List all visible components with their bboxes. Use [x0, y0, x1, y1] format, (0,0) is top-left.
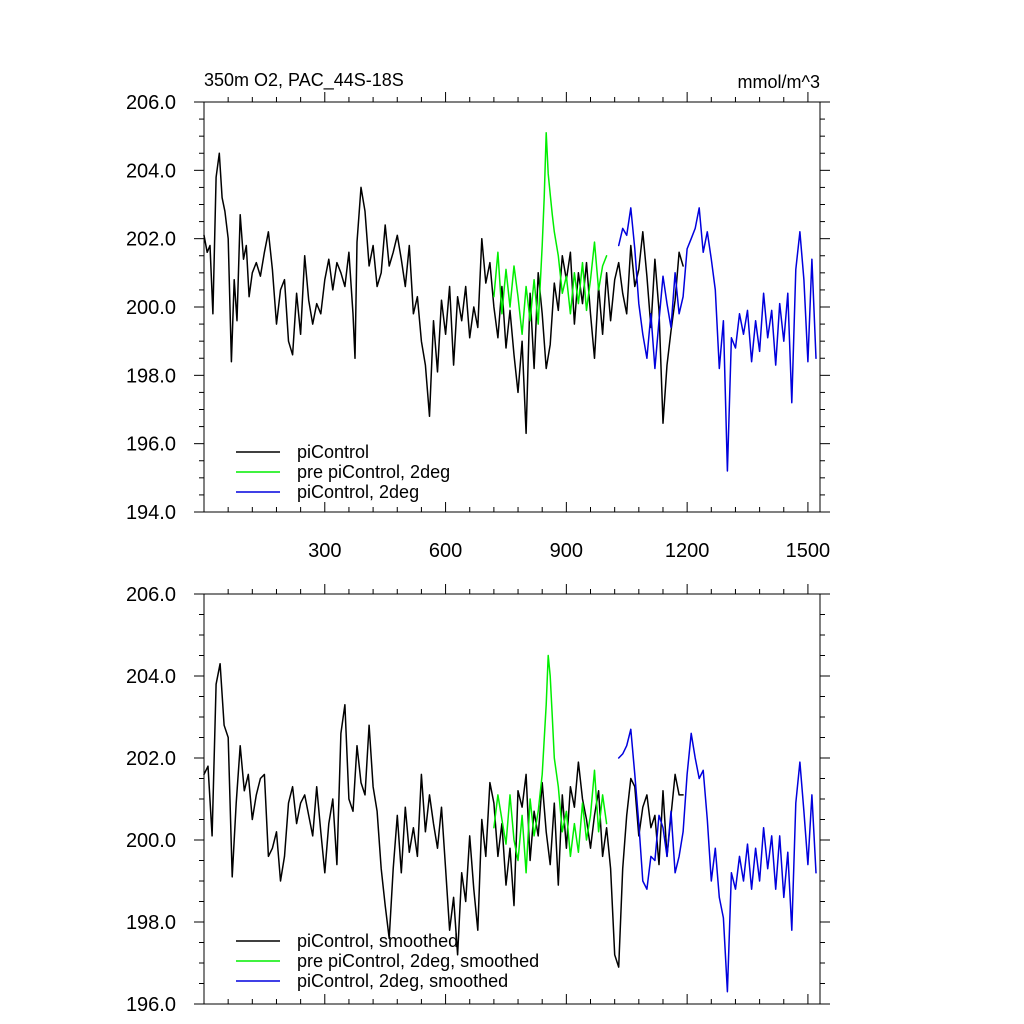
series-picontrol-smoothed	[203, 662, 684, 968]
legend-label-picontrol-smoothed: piControl, smoothed	[297, 931, 458, 951]
top-x-tick-label: 600	[429, 540, 462, 562]
legend-label-pre-picontrol-2deg-smoothed: pre piControl, 2deg, smoothed	[297, 951, 539, 971]
bottom-y-tick-label: 204.0	[126, 666, 176, 688]
series-pre-picontrol-2deg-smoothed	[493, 654, 608, 874]
top-y-tick-label: 198.0	[126, 365, 176, 387]
top-panel: 350m O2, PAC_44S-18S mmol/m^3 300 600 900 1…	[126, 70, 830, 562]
top-y-tick-label: 194.0	[126, 502, 176, 524]
bottom-panel-ticks: 196.0 198.0 200.0 202.0 204.0 206.0	[126, 584, 830, 1016]
top-y-tick-label: 202.0	[126, 229, 176, 251]
top-y-tick-label: 200.0	[126, 297, 176, 319]
legend-label-picontrol-2deg-smoothed: piControl, 2deg, smoothed	[297, 971, 508, 991]
top-panel-title: 350m O2, PAC_44S-18S	[204, 70, 404, 91]
bottom-y-tick-label: 198.0	[126, 912, 176, 934]
legend-label-picontrol: piControl	[297, 442, 369, 462]
top-x-tick-label: 300	[308, 540, 341, 562]
bottom-panel: 196.0 198.0 200.0 202.0 204.0 206.0 piControl…	[126, 584, 830, 1016]
series-picontrol-2deg-smoothed	[617, 728, 817, 993]
top-y-tick-label: 196.0	[126, 434, 176, 456]
bottom-y-tick-label: 202.0	[126, 748, 176, 770]
bottom-panel-series	[203, 654, 817, 993]
top-panel-frame	[203, 101, 821, 513]
top-panel-ticks: 300 600 900 1200 1500 194.0 196.0 198.0 200.0 202…	[126, 92, 830, 562]
bottom-y-tick-label: 200.0	[126, 830, 176, 852]
series-pre-picontrol-2deg	[493, 132, 608, 336]
series-picontrol	[203, 152, 684, 435]
legend-label-picontrol-2deg: piControl, 2deg	[297, 482, 419, 502]
bottom-panel-frame	[203, 593, 821, 1005]
top-x-tick-label: 1500	[786, 540, 831, 562]
legend-label-pre-picontrol-2deg: pre piControl, 2deg	[297, 462, 450, 482]
top-x-tick-label: 1200	[665, 540, 710, 562]
series-picontrol-2deg	[617, 207, 817, 472]
top-panel-series	[203, 132, 817, 472]
units-label: mmol/m^3	[738, 72, 820, 92]
bottom-y-tick-label: 206.0	[126, 584, 176, 606]
top-x-tick-label: 900	[550, 540, 583, 562]
top-y-tick-label: 206.0	[126, 92, 176, 114]
bottom-y-tick-label: 196.0	[126, 994, 176, 1016]
top-y-tick-label: 204.0	[126, 160, 176, 182]
